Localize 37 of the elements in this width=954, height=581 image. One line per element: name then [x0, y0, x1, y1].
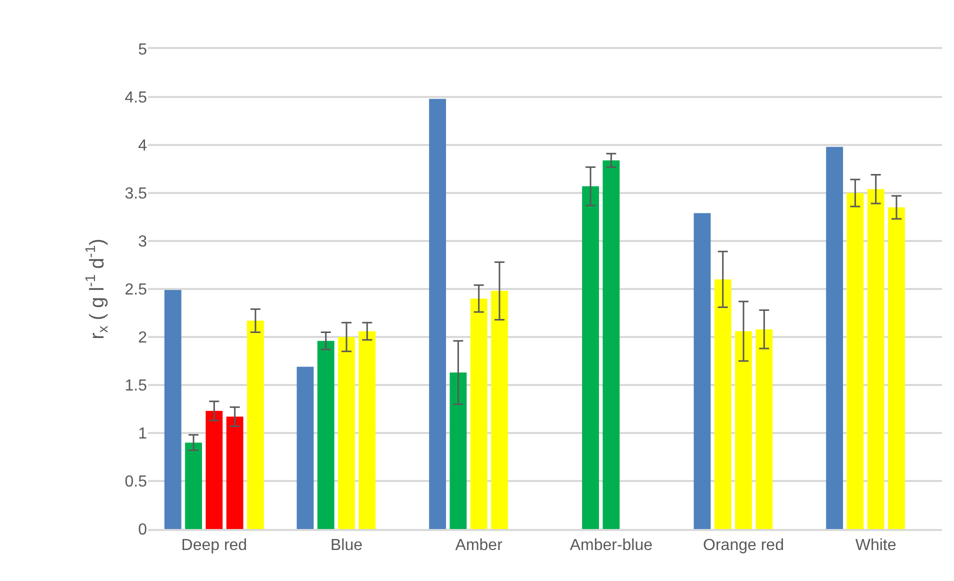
y-tick-label: 1: [138, 426, 148, 443]
bar: [582, 186, 599, 529]
bar: [246, 320, 264, 529]
y-tick-label: 0: [138, 522, 148, 539]
y-tick-label: 4.5: [124, 90, 148, 107]
bar: [164, 290, 182, 529]
bar: [296, 366, 314, 529]
bar: [450, 372, 467, 529]
bar: [358, 331, 376, 529]
y-tick-label: 1.5: [124, 378, 148, 395]
y-tick-label: 4: [138, 138, 148, 155]
x-tick-label: Blue: [330, 536, 363, 554]
bar: [867, 189, 884, 529]
x-tick-label: Amber-blue: [570, 536, 653, 554]
bar: [735, 331, 752, 529]
bar: [756, 329, 773, 529]
x-tick-label: White: [855, 536, 896, 554]
bar: [694, 213, 711, 529]
x-tick-label: Orange red: [703, 536, 784, 554]
bar: [826, 146, 844, 529]
y-tick-label: 0.5: [124, 474, 148, 491]
y-tick-label: 5: [138, 42, 148, 59]
y-tick-label: 2: [138, 330, 148, 347]
bar: [429, 98, 446, 529]
bar: [470, 298, 488, 529]
bar: [185, 442, 202, 529]
bar: [226, 416, 244, 529]
x-tick-label: Deep red: [181, 536, 248, 554]
y-tick-label: 3.5: [124, 186, 148, 203]
y-tick-label: 2.5: [124, 282, 148, 299]
bar: [491, 290, 508, 529]
bar: [206, 410, 223, 529]
bar: [888, 207, 905, 529]
bar: [338, 337, 355, 529]
y-tick-label: 3: [138, 234, 148, 251]
bar: [317, 340, 334, 529]
x-tick-label: Amber: [455, 536, 504, 554]
